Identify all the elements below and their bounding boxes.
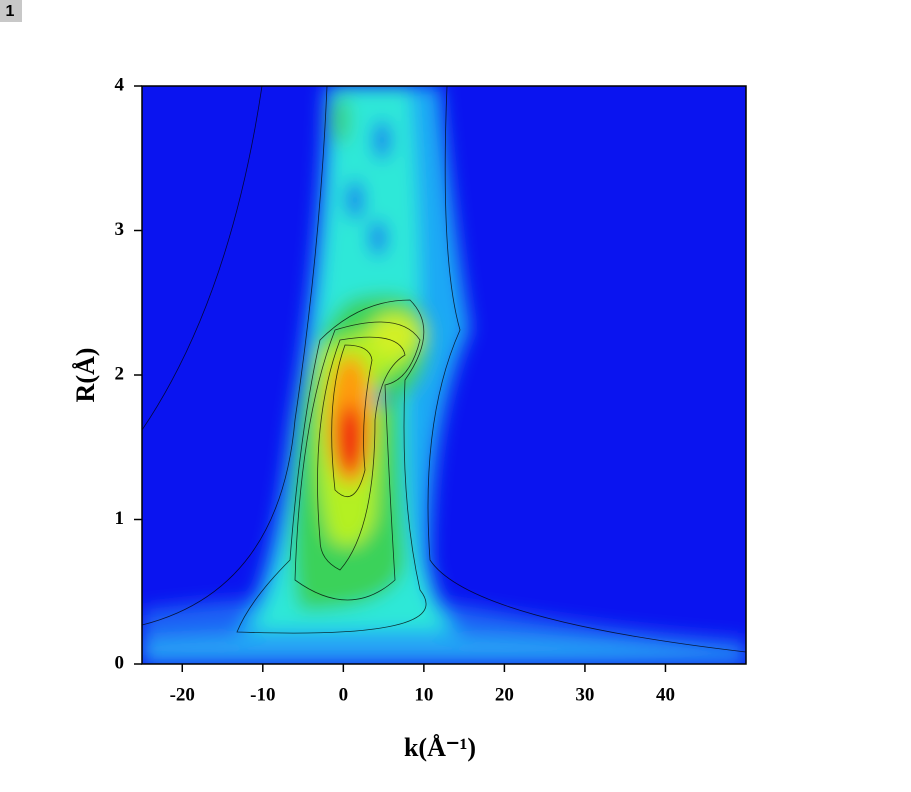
y-tick-label: 2 bbox=[115, 363, 125, 384]
y-tick-label: 3 bbox=[115, 219, 125, 240]
x-axis-label: k(Å⁻¹) bbox=[404, 733, 476, 762]
y-tick-label: 0 bbox=[115, 652, 125, 673]
x-tick-label: 30 bbox=[575, 684, 594, 705]
x-tick-label: 40 bbox=[656, 684, 675, 705]
y-axis-label: R(Å) bbox=[71, 348, 100, 403]
contour-map bbox=[142, 86, 746, 664]
x-tick-label: -10 bbox=[250, 684, 275, 705]
x-tick-label: 20 bbox=[495, 684, 514, 705]
panel-label: 1 bbox=[6, 3, 15, 20]
x-tick-label: 0 bbox=[339, 684, 349, 705]
x-tick-label: -20 bbox=[170, 684, 195, 705]
y-tick-label: 4 bbox=[115, 74, 125, 95]
x-tick-label: 10 bbox=[414, 684, 433, 705]
y-tick-label: 1 bbox=[115, 508, 125, 529]
panel-badge bbox=[0, 0, 22, 22]
